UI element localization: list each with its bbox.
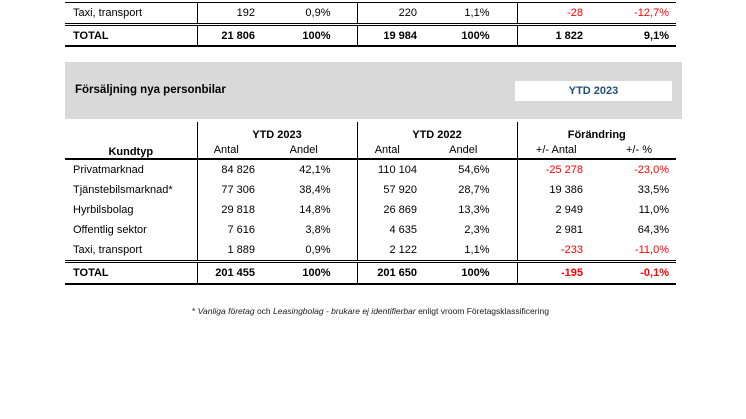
sales-table: Kundtyp YTD 2023 YTD 2022 Förändring Ant… <box>65 122 676 285</box>
column-header-andel-2023: Andel <box>277 141 357 160</box>
cell-value: 2 981 <box>516 220 597 240</box>
cell-value: 9,1% <box>597 23 676 47</box>
cell-value: 220 <box>356 2 437 25</box>
cell-value: 33,5% <box>637 184 669 196</box>
cell-value: 38,4% <box>299 184 331 196</box>
cell-value: 26 869 <box>356 200 437 220</box>
cell-value: -12,7% <box>597 2 676 25</box>
cell-value: 201 650 <box>356 260 437 285</box>
cell-value: 42,1% <box>299 164 331 176</box>
total-row: TOTAL 201 455 100% 201 650 100% -195 -0,1% <box>65 260 676 285</box>
cell-value: -23,0% <box>634 164 669 176</box>
top-table: Taxi, transport 192 0,9% 220 1,1% -28 -12,7% TO… <box>65 2 676 47</box>
cell-value: -11,0% <box>634 244 669 256</box>
cell-value: 84 826 <box>196 159 277 180</box>
cell-value: 100% <box>277 23 357 47</box>
column-header-andel-2022: Andel <box>437 141 517 160</box>
column-header-kundtyp: Kundtyp <box>65 122 197 160</box>
cell-value: 0,9% <box>305 244 331 256</box>
footnote-italic-3: Leasingbolag - brukare ej identifierbar <box>273 306 416 316</box>
cell-value: 100% <box>277 260 357 285</box>
row-label: Taxi, transport <box>65 2 197 25</box>
cell-value: 77 306 <box>196 180 277 200</box>
cell-value: 4 635 <box>356 220 437 240</box>
footnote: * Vanliga företag och Leasingbolag - bru… <box>65 306 676 316</box>
cell-value: -233 <box>516 240 597 262</box>
cell-value: 11,0% <box>638 204 669 216</box>
sales-table-section: Kundtyp YTD 2023 YTD 2022 Förändring Ant… <box>65 122 676 285</box>
footnote-star: * <box>192 306 198 316</box>
cell-value: 19 386 <box>516 180 597 200</box>
table-row: Taxi, transport 1 889 0,9% 2 122 1,1% -233 -11… <box>65 240 676 262</box>
cell-value: 2,3% <box>464 224 490 236</box>
column-header-plusminus-antal: +/- Antal <box>516 141 597 160</box>
cell-value: 100% <box>437 260 517 285</box>
cell-value: -28 <box>516 2 597 25</box>
cell-value: -25 278 <box>516 159 597 180</box>
ytd-period-badge: YTD 2023 <box>515 81 672 101</box>
cell-value: 192 <box>196 2 277 25</box>
cell-value: 1 822 <box>516 23 597 47</box>
section-banner: Försäljning nya personbilar YTD 2023 <box>65 62 682 119</box>
cell-value: 3,8% <box>305 224 331 236</box>
column-group-ytd2023: YTD 2023 <box>196 122 357 141</box>
column-header-plusminus-pct: +/- % <box>597 141 676 160</box>
column-group-ytd2022: YTD 2022 <box>356 122 517 141</box>
row-label: TOTAL <box>65 260 197 285</box>
cell-value: 21 806 <box>196 23 277 47</box>
row-label: Tjänstebilsmarknad* <box>73 184 173 196</box>
cell-value: 57 920 <box>356 180 437 200</box>
top-table-body: Taxi, transport 192 0,9% 220 1,1% -28 -12,7% TO… <box>65 2 676 47</box>
footnote-text-2: och <box>254 306 274 316</box>
row-label: Hyrbilsbolag <box>73 204 134 216</box>
cell-value: 1,1% <box>464 244 490 256</box>
row-label: Taxi, transport <box>73 244 143 256</box>
column-header-antal-2023: Antal <box>196 141 277 160</box>
cell-value: 14,8% <box>299 204 331 216</box>
cell-value: -195 <box>516 260 597 285</box>
footnote-italic-1: Vanliga företag <box>197 306 255 316</box>
cell-value: 1,1% <box>437 2 517 25</box>
cell-value: -0,1% <box>597 260 676 285</box>
row-label: Privatmarknad <box>73 164 144 176</box>
row-label: TOTAL <box>65 23 197 47</box>
cell-value: 64,3% <box>637 224 669 236</box>
column-group-forandring: Förändring <box>516 122 676 141</box>
cell-value: 2 122 <box>356 240 437 262</box>
cell-value: 54,6% <box>458 164 490 176</box>
table-row: Privatmarknad 84 826 42,1% 110 104 54,6% -25 … <box>65 159 676 180</box>
table-row: Taxi, transport 192 0,9% 220 1,1% -28 -12,7% <box>65 2 676 25</box>
column-header-antal-2022: Antal <box>356 141 437 160</box>
table-row: Tjänstebilsmarknad* 77 306 38,4% 57 920 28,7… <box>65 180 676 200</box>
total-row: TOTAL 21 806 100% 19 984 100% 1 822 9,1% <box>65 23 676 47</box>
table-row: Offentlig sektor 7 616 3,8% 4 635 2,3% 2 981 6… <box>65 220 676 240</box>
top-table-section: Taxi, transport 192 0,9% 220 1,1% -28 -12,7% TO… <box>65 2 676 47</box>
cell-value: 13,3% <box>458 204 490 216</box>
cell-value: 7 616 <box>196 220 277 240</box>
sales-table-header: Kundtyp YTD 2023 YTD 2022 Förändring Ant… <box>65 122 676 160</box>
cell-value: 1 889 <box>196 240 277 262</box>
cell-value: 28,7% <box>458 184 490 196</box>
sales-table-body: Privatmarknad 84 826 42,1% 110 104 54,6% -25 … <box>65 159 676 285</box>
sub-header-row: Antal Andel Antal Andel +/- Antal +/- % <box>65 141 676 160</box>
table-row: Hyrbilsbolag 29 818 14,8% 26 869 13,3% 2 949 1… <box>65 200 676 220</box>
cell-value: 110 104 <box>356 159 437 180</box>
cell-value: 2 949 <box>516 200 597 220</box>
cell-value: 100% <box>437 23 517 47</box>
row-label: Offentlig sektor <box>73 224 147 236</box>
cell-value: 0,9% <box>277 2 357 25</box>
cell-value: 29 818 <box>196 200 277 220</box>
footnote-text-4: enligt vroom Företagsklassificering <box>415 306 549 316</box>
group-header-row: Kundtyp YTD 2023 YTD 2022 Förändring <box>65 122 676 160</box>
cell-value: 201 455 <box>196 260 277 285</box>
section-title: Försäljning nya personbilar <box>75 84 226 96</box>
cell-value: 19 984 <box>356 23 437 47</box>
